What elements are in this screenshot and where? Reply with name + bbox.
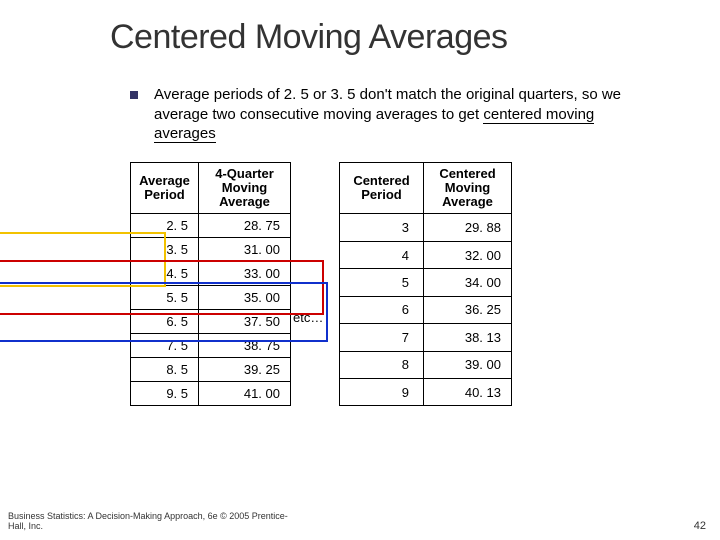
table-row: 636. 25 xyxy=(340,296,512,323)
table-header-row: Average Period 4-Quarter Moving Average xyxy=(131,162,291,214)
table-row: 3. 531. 00 xyxy=(131,238,291,262)
table-row: 4. 533. 00 xyxy=(131,262,291,286)
cell-centered-average: 39. 00 xyxy=(424,351,512,378)
cell-average-period: 5. 5 xyxy=(131,286,199,310)
footer-citation: Business Statistics: A Decision-Making A… xyxy=(8,512,288,532)
left-header-period: Average Period xyxy=(131,162,199,214)
footer-line2: Hall, Inc. xyxy=(8,521,43,531)
cell-centered-average: 29. 88 xyxy=(424,214,512,241)
cell-centered-average: 36. 25 xyxy=(424,296,512,323)
table-header-row: Centered Period Centered Moving Average xyxy=(340,162,512,214)
cell-moving-average: 33. 00 xyxy=(199,262,291,286)
cell-moving-average: 31. 00 xyxy=(199,238,291,262)
cell-centered-average: 32. 00 xyxy=(424,241,512,268)
tables-row: Average Period 4-Quarter Moving Average … xyxy=(0,162,720,407)
cell-average-period: 3. 5 xyxy=(131,238,199,262)
cell-average-period: 4. 5 xyxy=(131,262,199,286)
tables-gap: etc… xyxy=(291,162,339,407)
table-row: 329. 88 xyxy=(340,214,512,241)
table-row: 6. 537. 50 xyxy=(131,310,291,334)
slide-number: 42 xyxy=(694,520,706,532)
etc-label: etc… xyxy=(293,310,323,325)
table-row: 2. 528. 75 xyxy=(131,214,291,238)
cell-moving-average: 35. 00 xyxy=(199,286,291,310)
cell-centered-period: 4 xyxy=(340,241,424,268)
cell-centered-period: 7 xyxy=(340,324,424,351)
cell-centered-period: 6 xyxy=(340,296,424,323)
cell-centered-average: 40. 13 xyxy=(424,378,512,405)
table-row: 940. 13 xyxy=(340,378,512,405)
table-row: 738. 13 xyxy=(340,324,512,351)
slide-title: Centered Moving Averages xyxy=(0,0,720,57)
table-row: 5. 535. 00 xyxy=(131,286,291,310)
cell-centered-period: 9 xyxy=(340,378,424,405)
cell-average-period: 2. 5 xyxy=(131,214,199,238)
cell-moving-average: 37. 50 xyxy=(199,310,291,334)
right-header-centered-avg: Centered Moving Average xyxy=(424,162,512,214)
cell-moving-average: 28. 75 xyxy=(199,214,291,238)
cell-centered-period: 5 xyxy=(340,269,424,296)
cell-average-period: 9. 5 xyxy=(131,382,199,406)
cell-centered-average: 38. 13 xyxy=(424,324,512,351)
table-row: 432. 00 xyxy=(340,241,512,268)
right-header-centered-period: Centered Period xyxy=(340,162,424,214)
cell-centered-average: 34. 00 xyxy=(424,269,512,296)
table-row: 9. 541. 00 xyxy=(131,382,291,406)
table-row: 534. 00 xyxy=(340,269,512,296)
left-table: Average Period 4-Quarter Moving Average … xyxy=(130,162,291,407)
left-header-moving-avg: 4-Quarter Moving Average xyxy=(199,162,291,214)
cell-average-period: 6. 5 xyxy=(131,310,199,334)
cell-moving-average: 38. 75 xyxy=(199,334,291,358)
bullet-block: Average periods of 2. 5 or 3. 5 don't ma… xyxy=(0,57,720,154)
cell-moving-average: 39. 25 xyxy=(199,358,291,382)
table-row: 7. 538. 75 xyxy=(131,334,291,358)
table-row: 839. 00 xyxy=(340,351,512,378)
right-table: Centered Period Centered Moving Average … xyxy=(339,162,512,407)
cell-centered-period: 8 xyxy=(340,351,424,378)
bullet-text: Average periods of 2. 5 or 3. 5 don't ma… xyxy=(154,85,660,144)
cell-centered-period: 3 xyxy=(340,214,424,241)
table-row: 8. 539. 25 xyxy=(131,358,291,382)
cell-moving-average: 41. 00 xyxy=(199,382,291,406)
cell-average-period: 8. 5 xyxy=(131,358,199,382)
cell-average-period: 7. 5 xyxy=(131,334,199,358)
bullet-square-icon xyxy=(130,91,138,99)
footer-line1: Business Statistics: A Decision-Making A… xyxy=(8,511,288,521)
